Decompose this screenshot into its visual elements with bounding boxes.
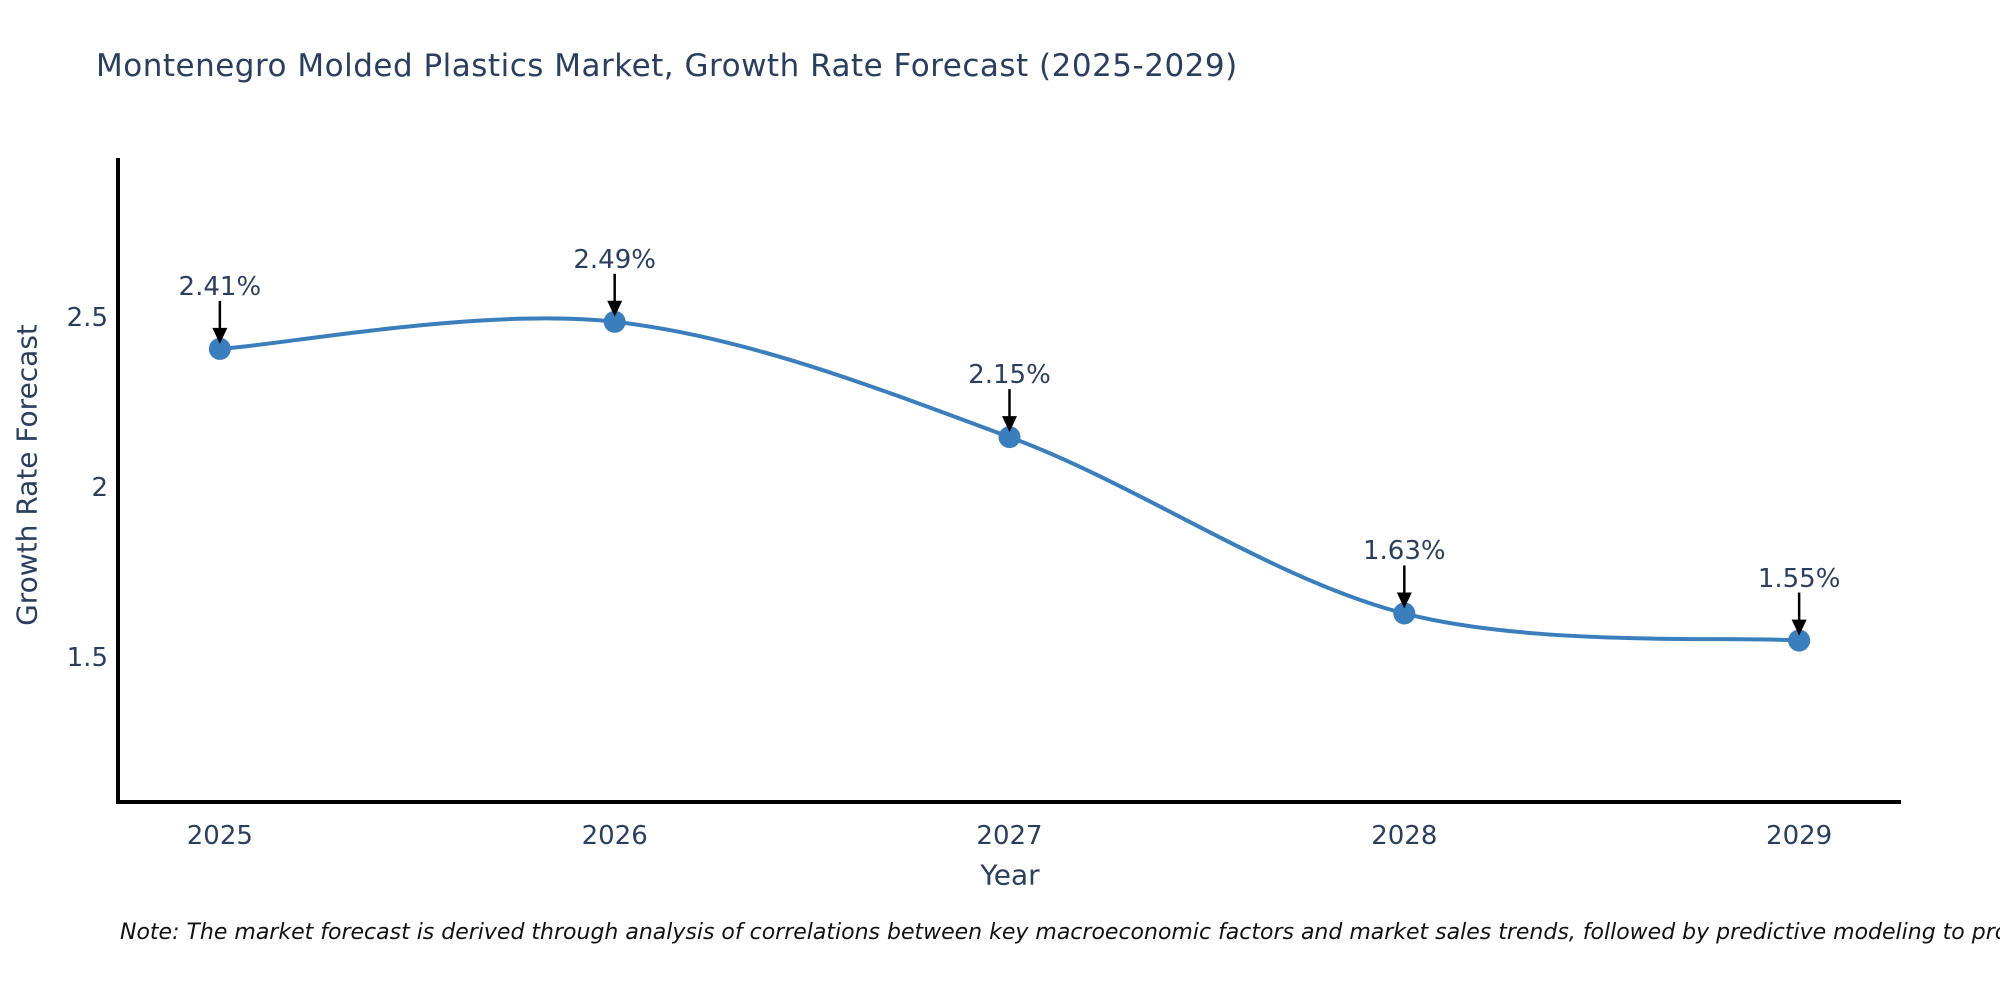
y-tick-label: 2 bbox=[91, 472, 108, 503]
annotation-arrowhead bbox=[212, 327, 228, 344]
point-annotation-label: 2.15% bbox=[968, 360, 1051, 391]
x-tick-label: 2026 bbox=[581, 821, 648, 851]
point-annotation-label: 2.41% bbox=[178, 271, 262, 302]
chart-title: Montenegro Molded Plastics Market, Growt… bbox=[96, 48, 1238, 84]
data-point-2029[interactable] bbox=[1788, 629, 1811, 652]
x-axis-title: Year bbox=[980, 858, 1040, 892]
x-tick-label: 2029 bbox=[1766, 821, 1833, 851]
x-tick-label: 2025 bbox=[186, 821, 253, 851]
data-point-2028[interactable] bbox=[1393, 602, 1416, 625]
x-tick-label: 2028 bbox=[1371, 821, 1438, 851]
annotation-arrowhead bbox=[1396, 592, 1412, 609]
point-annotation-label: 2.49% bbox=[573, 244, 656, 275]
data-point-2027[interactable] bbox=[998, 426, 1021, 449]
point-annotation-label: 1.55% bbox=[1757, 563, 1841, 594]
annotation-arrowhead bbox=[1791, 619, 1807, 636]
point-annotation-label: 1.63% bbox=[1363, 536, 1446, 567]
footnote: Note: The market forecast is derived thr… bbox=[120, 920, 2000, 945]
data-point-2025[interactable] bbox=[208, 337, 231, 360]
data-point-2026[interactable] bbox=[603, 310, 626, 333]
annotation-arrowhead bbox=[607, 300, 623, 317]
y-tick-label: 1.5 bbox=[66, 642, 108, 673]
x-tick-label: 2027 bbox=[976, 821, 1043, 851]
y-tick-label: 2.5 bbox=[66, 303, 108, 334]
annotation-arrowhead bbox=[1002, 416, 1017, 433]
